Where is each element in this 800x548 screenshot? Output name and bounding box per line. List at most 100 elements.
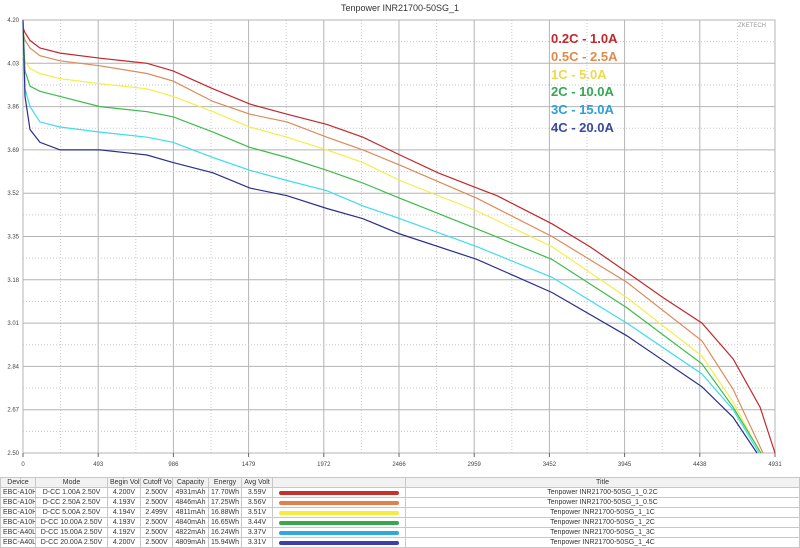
column-header[interactable]: Mode (35, 477, 108, 488)
x-tick-label: 4438 (693, 462, 707, 468)
series-color-swatch (279, 500, 399, 505)
cell-cutoff: 2.499V (140, 507, 173, 518)
cell-mode: D-CC 15.00A 2.50V (35, 527, 108, 538)
series-color-swatch (279, 490, 399, 495)
cell-capacity: 4822mAh (172, 527, 209, 538)
series-color-swatch (279, 510, 399, 515)
legend-entry-4: 3C - 15.0A (551, 102, 614, 118)
y-tick-label: 3.18 (7, 278, 19, 284)
x-tick-label: 493 (93, 462, 104, 468)
cell-device: EBC-A40L (0, 537, 36, 548)
discharge-chart: 0 493 986 1479 1972 2466 2959 3452 3945 4438 4931 4… (7, 18, 782, 468)
y-tick-label: 2.67 (7, 408, 19, 414)
column-header[interactable]: Device (0, 477, 36, 488)
cell-color (272, 487, 406, 498)
cell-title: Tenpower INR21700-50SG_1_0.5C (405, 497, 800, 508)
cell-energy: 15.94Wh (208, 537, 242, 548)
column-header[interactable] (272, 477, 406, 488)
cell-mode: D-CC 1.00A 2.50V (35, 487, 108, 498)
series-color-swatch (279, 540, 399, 545)
legend-entry-2: 1C - 5.0A (551, 66, 607, 82)
cell-mode: D-CC 20.00A 2.50V (35, 537, 108, 548)
cell-mode: D-CC 2.50A 2.50V (35, 497, 108, 508)
legend-entry-1: 0.5C - 2.5A (551, 48, 618, 64)
column-header[interactable]: Avg Volt (241, 477, 273, 488)
series-line-2 (22, 55, 761, 454)
cell-color (272, 537, 406, 548)
x-tick-label: 1479 (242, 462, 256, 468)
cell-begin: 4.193V (107, 497, 141, 508)
cell-mode: D-CC 5.00A 2.50V (35, 507, 108, 518)
x-tick-label: 986 (168, 462, 179, 468)
cell-begin: 4.200V (107, 487, 141, 498)
column-header[interactable]: Begin Volt (107, 477, 141, 488)
x-tick-label: 3945 (618, 462, 632, 468)
cell-energy: 16.24Wh (208, 527, 242, 538)
cell-energy: 17.25Wh (208, 497, 242, 508)
chart-title: Tenpower INR21700-50SG_1 (340, 3, 460, 13)
table-header: Device Mode Begin Volt Cutoff Volt Capacity E… (0, 477, 800, 488)
y-tick-label: 3.86 (7, 105, 19, 111)
cell-energy: 16.88Wh (208, 507, 242, 518)
series-color-swatch (279, 530, 399, 535)
watermark: ZKETECH (738, 23, 767, 29)
x-tick-label: 2466 (392, 462, 406, 468)
cell-cutoff: 2.500V (140, 487, 173, 498)
cell-title: Tenpower INR21700-50SG_1_3C (405, 527, 800, 538)
y-tick-label: 3.35 (7, 235, 19, 241)
cell-title: Tenpower INR21700-50SG_1_1C (405, 507, 800, 518)
cell-device: EBC-A10H (0, 497, 36, 508)
series-line-5 (22, 19, 758, 454)
x-tick-label: 0 (21, 462, 25, 468)
legend-entry-3: 2C - 10.0A (551, 84, 614, 100)
y-tick-label: 4.20 (7, 18, 19, 24)
x-tick-label: 3452 (543, 462, 557, 468)
cell-mode: D-CC 10.00A 2.50V (35, 517, 108, 528)
series-line-1 (22, 32, 764, 454)
series-line-3 (22, 22, 762, 454)
table-row[interactable]: EBC-A10H D-CC 10.00A 2.50V 4.193V 2.500V 484… (0, 517, 800, 528)
table-row[interactable]: EBC-A40L D-CC 15.00A 2.50V 4.192V 2.500V 482… (0, 527, 800, 538)
legend: 0.2C - 1.0A 0.5C - 2.5A 1C - 5.0A 2C - 10.0… (551, 30, 617, 137)
column-header[interactable]: Capacity (172, 477, 209, 488)
cell-cutoff: 2.500V (140, 497, 173, 508)
cell-color (272, 507, 406, 518)
cell-begin: 4.192V (107, 527, 141, 538)
legend-entry-0: 0.2C - 1.0A (551, 31, 618, 46)
cell-color (272, 527, 406, 538)
table-row[interactable]: EBC-A10H D-CC 1.00A 2.50V 4.200V 2.500V 4931… (0, 487, 800, 498)
series-line-0 (22, 27, 776, 454)
x-tick-label: 1972 (317, 462, 331, 468)
x-tick-label: 4931 (768, 462, 782, 468)
y-tick-label: 3.01 (7, 321, 19, 327)
cell-energy: 17.70Wh (208, 487, 242, 498)
cell-begin: 4.194V (107, 507, 141, 518)
y-tick-label: 4.03 (7, 61, 19, 67)
y-tick-label: 2.84 (7, 364, 19, 370)
column-header[interactable]: Energy (208, 477, 242, 488)
cell-title: Tenpower INR21700-50SG_1_4C (405, 537, 800, 548)
cell-title: Tenpower INR21700-50SG_1_0.2C (405, 487, 800, 498)
cell-device: EBC-A10H (0, 517, 36, 528)
cell-capacity: 4840mAh (172, 517, 209, 528)
cell-avg: 3.56V (241, 497, 273, 508)
column-header[interactable]: Cutoff Volt (140, 477, 173, 488)
cell-capacity: 4931mAh (172, 487, 209, 498)
cell-device: EBC-A40L (0, 527, 36, 538)
cell-cutoff: 2.500V (140, 537, 173, 548)
x-tick-label: 2959 (468, 462, 482, 468)
cell-avg: 3.31V (241, 537, 273, 548)
series-line-4 (22, 22, 760, 454)
cell-device: EBC-A10H (0, 507, 36, 518)
cell-avg: 3.59V (241, 487, 273, 498)
y-tick-label: 2.50 (7, 451, 19, 457)
column-header[interactable]: Title (405, 477, 800, 488)
table-row[interactable]: EBC-A10H D-CC 2.50A 2.50V 4.193V 2.500V 4846… (0, 497, 800, 508)
cell-avg: 3.37V (241, 527, 273, 538)
cell-energy: 16.65Wh (208, 517, 242, 528)
table-row[interactable]: EBC-A10H D-CC 5.00A 2.50V 4.194V 2.499V 4811… (0, 507, 800, 518)
cell-begin: 4.193V (107, 517, 141, 528)
series-color-swatch (279, 520, 399, 525)
cell-avg: 3.51V (241, 507, 273, 518)
table-row[interactable]: EBC-A40L D-CC 20.00A 2.50V 4.200V 2.500V 480… (0, 537, 800, 548)
